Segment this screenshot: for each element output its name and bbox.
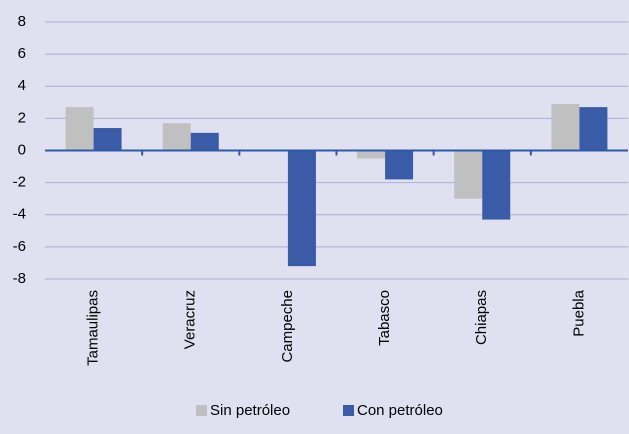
x-tick-label: Tamaulipas <box>85 290 102 366</box>
y-tick-label: -8 <box>13 270 26 287</box>
y-tick-label: 8 <box>18 13 26 30</box>
x-tick-label: Tabasco <box>376 290 393 346</box>
bar <box>551 103 580 151</box>
legend-label: Sin petróleo <box>210 402 290 419</box>
bar <box>357 150 386 159</box>
y-tick-label: 0 <box>18 141 26 158</box>
x-tick-label: Veracruz <box>182 290 199 349</box>
y-tick-label: 6 <box>18 45 26 62</box>
bar <box>65 107 94 151</box>
x-tick-label: Chiapas <box>473 290 490 345</box>
bar <box>482 150 511 220</box>
x-tick-label: Puebla <box>570 289 587 336</box>
y-tick-label: -2 <box>13 174 26 191</box>
bar <box>287 150 316 267</box>
legend-swatch <box>343 405 354 416</box>
y-tick-label: -4 <box>13 206 26 223</box>
y-tick-label: 2 <box>18 109 26 126</box>
bar <box>93 128 122 151</box>
legend-swatch <box>196 405 207 416</box>
bar <box>385 150 414 180</box>
y-tick-label: -6 <box>13 238 26 255</box>
legend-label: Con petróleo <box>357 402 443 419</box>
bar <box>162 123 191 151</box>
bar <box>579 107 608 151</box>
x-tick-label: Campeche <box>279 290 296 363</box>
y-tick-label: 4 <box>18 77 26 94</box>
bar <box>454 150 483 199</box>
bar <box>190 132 219 151</box>
